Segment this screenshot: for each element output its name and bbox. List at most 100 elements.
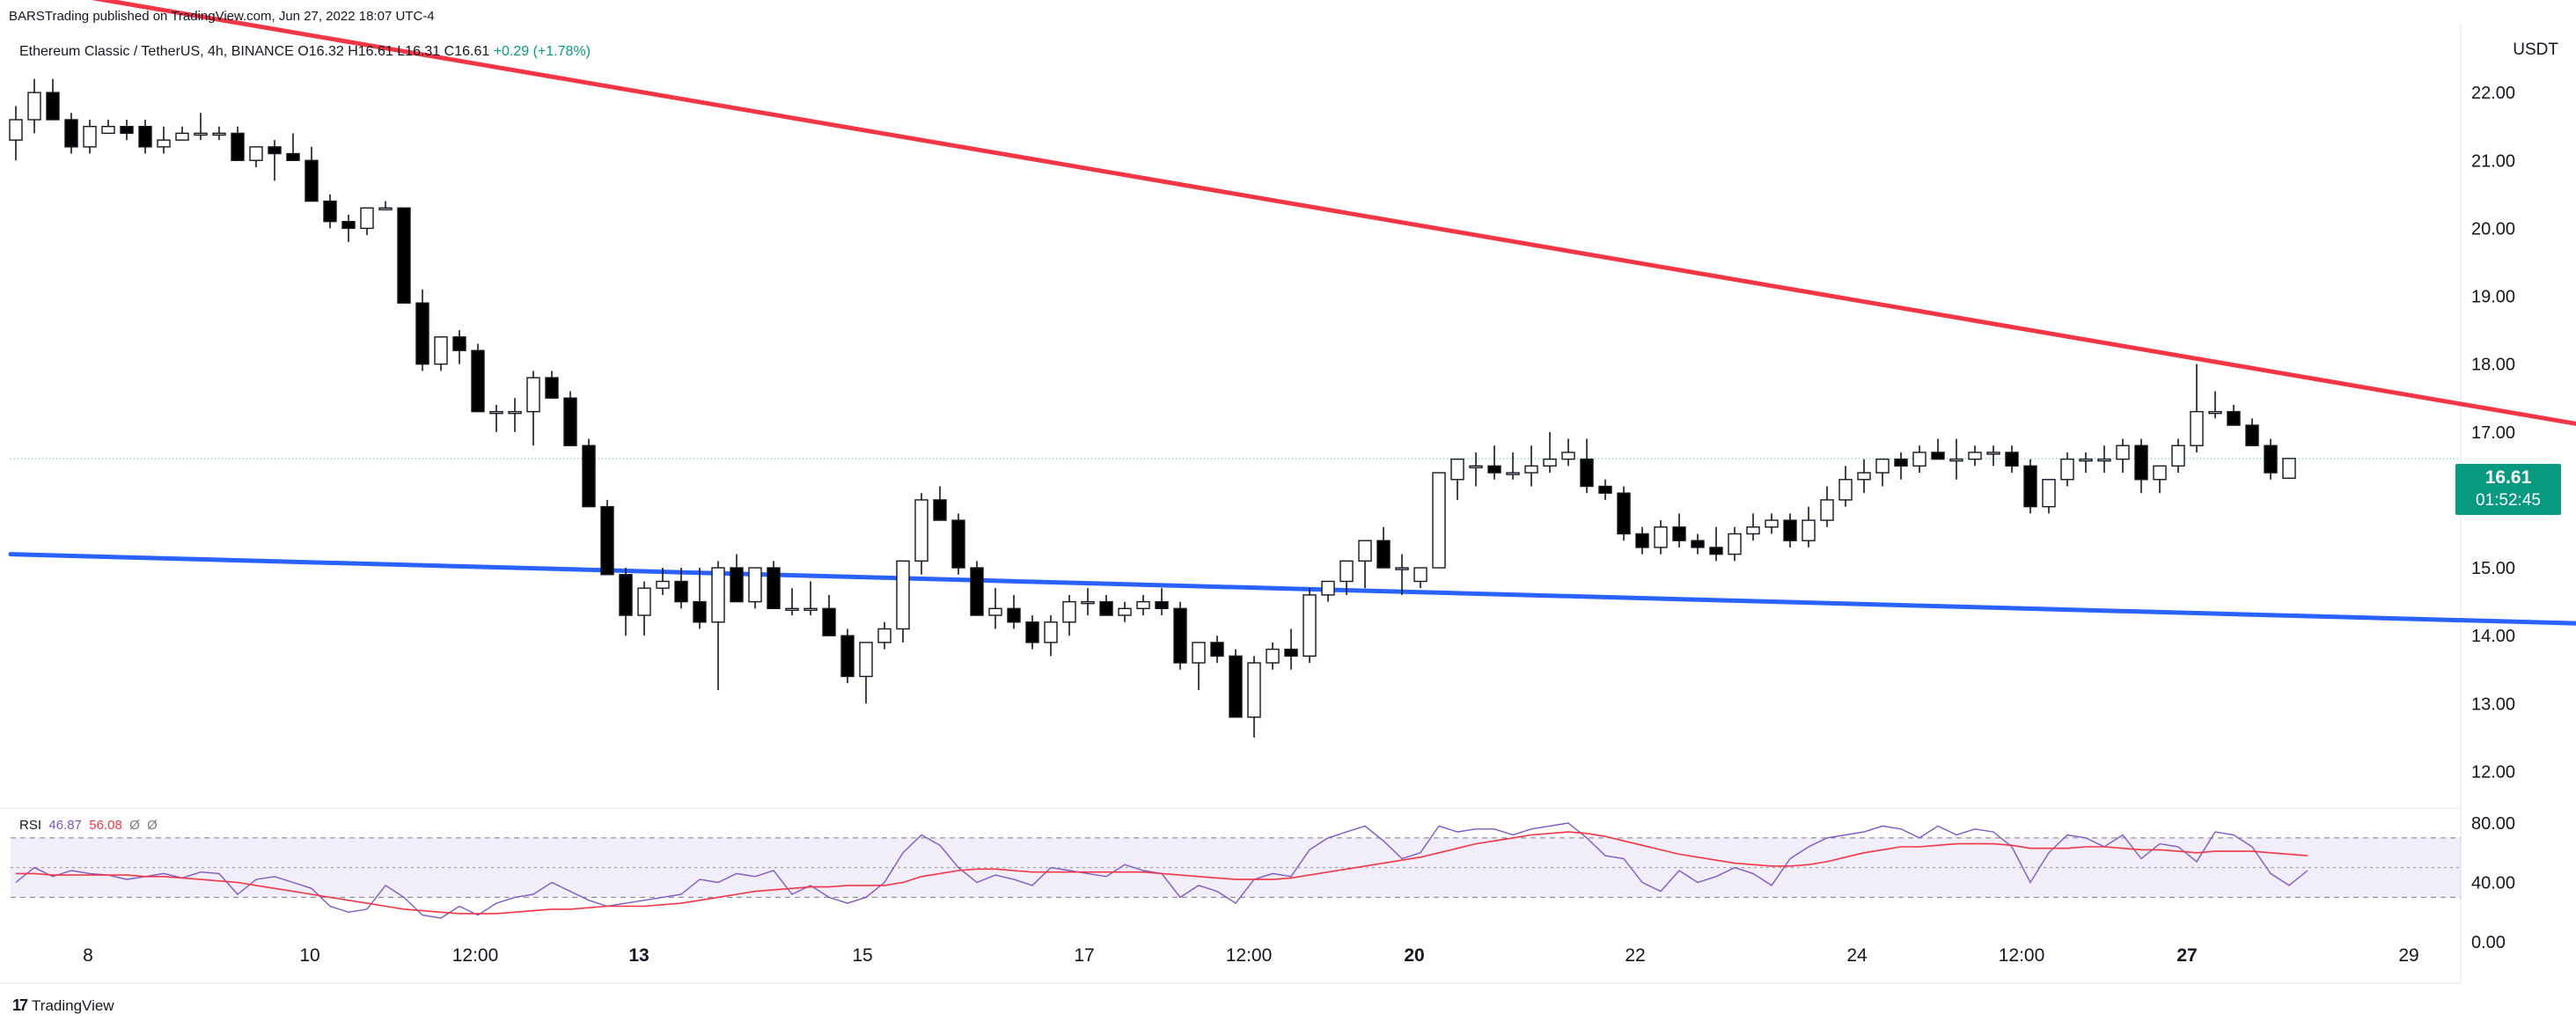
last-price: 16.61 <box>2484 467 2532 488</box>
bullish-candle <box>877 621 892 650</box>
bullish-candle <box>1820 486 1834 527</box>
candle-body <box>1376 540 1391 569</box>
candle-body <box>1654 526 1668 548</box>
candle-body <box>2245 424 2259 446</box>
bullish-candle <box>988 588 1002 629</box>
candle-body <box>933 499 947 521</box>
bearish-candle <box>2227 404 2241 426</box>
candle-body <box>563 397 577 446</box>
bullish-candle <box>1136 594 1150 616</box>
bar-countdown: 01:52:45 <box>2476 491 2541 510</box>
time-tick-label: 10 <box>299 945 319 966</box>
rsi-legend: RSI 46.87 56.08 Ø Ø <box>19 818 158 833</box>
candle-body <box>1192 642 1206 664</box>
candle-body <box>1783 519 1797 541</box>
candle-body <box>1062 600 1076 623</box>
bearish-candle <box>138 119 152 154</box>
candle-body <box>175 132 189 141</box>
candle-body <box>545 377 559 399</box>
time-tick-label: 8 <box>83 945 93 966</box>
candle-body <box>415 302 429 365</box>
price-tick-label: 22.00 <box>2471 84 2515 103</box>
bullish-candle <box>1339 560 1354 595</box>
candle-body <box>1561 452 1575 460</box>
bearish-candle <box>231 126 245 161</box>
rsi-plot[interactable]: 0.00 40.00 80.00 <box>11 814 2515 952</box>
bullish-candle <box>656 568 670 595</box>
time-tick-label: 27 <box>2176 945 2197 966</box>
candle-body <box>1894 458 1908 467</box>
bullish-candle <box>1949 438 1963 480</box>
bullish-candle <box>1413 567 1427 589</box>
last-price-tag: 16.61 01:52:45 <box>2455 464 2561 515</box>
price-tick-label: 19.00 <box>2471 288 2515 307</box>
candle-body <box>896 560 910 630</box>
candle-plot[interactable] <box>8 0 2576 738</box>
candle-body <box>471 349 485 413</box>
bearish-candle <box>1007 594 1021 629</box>
resistance-trendline <box>91 0 2576 426</box>
candle-body <box>1524 465 1538 474</box>
candle-body <box>1487 465 1501 474</box>
bullish-candle <box>1802 506 1816 548</box>
bearish-candle <box>2134 438 2148 494</box>
price-tick-label: 12.00 <box>2471 762 2515 782</box>
bearish-candle <box>1783 513 1797 548</box>
bullish-candle <box>914 493 928 575</box>
bullish-candle <box>2282 458 2296 480</box>
bullish-candle <box>1912 445 1926 474</box>
bullish-candle <box>1247 656 1261 738</box>
candle-body <box>231 132 245 161</box>
bullish-candle <box>360 207 374 236</box>
bullish-candle <box>27 78 41 134</box>
bullish-candle <box>157 126 171 154</box>
candle-body <box>1635 533 1649 548</box>
bearish-candle <box>305 146 319 202</box>
tradingview-logo[interactable]: 17 TradingView <box>12 996 114 1015</box>
candle-body <box>2042 479 2056 508</box>
bullish-candle <box>508 398 522 432</box>
bearish-candle <box>822 594 836 636</box>
rsi-label: RSI <box>19 818 42 833</box>
time-tick-label: 12:00 <box>452 945 499 966</box>
bearish-candle <box>1709 526 1723 562</box>
bearish-candle <box>1487 445 1501 480</box>
candle-body <box>286 152 300 161</box>
candle-body <box>2005 452 2019 467</box>
candle-body <box>1081 600 1095 605</box>
bullish-candle <box>1321 580 1335 602</box>
bullish-candle <box>1875 458 1890 487</box>
price-tick-label: 20.00 <box>2471 219 2515 239</box>
bearish-candle <box>840 628 855 684</box>
candle-body <box>1136 600 1150 610</box>
bullish-candle <box>2116 438 2130 474</box>
bullish-candle <box>1728 526 1742 562</box>
bullish-candle <box>1118 601 1132 622</box>
bearish-candle <box>286 133 300 161</box>
candle-body <box>730 567 744 603</box>
candle-body <box>1099 600 1113 616</box>
rsi-tick-label: 0.00 <box>2471 933 2506 952</box>
candle-body <box>27 92 41 121</box>
candle-body <box>785 607 799 612</box>
bullish-candle <box>1506 452 1520 480</box>
bullish-candle <box>9 106 23 161</box>
bearish-candle <box>1284 628 1298 670</box>
candle-body <box>877 628 892 643</box>
candle-body <box>1765 519 1779 528</box>
bullish-candle <box>1266 642 1280 670</box>
candle-body <box>452 336 466 351</box>
time-tick-label: 29 <box>2398 945 2418 966</box>
candle-body <box>1728 533 1742 555</box>
candle-body <box>1598 485 1612 494</box>
candle-body <box>1173 607 1187 664</box>
bullish-candle <box>175 126 189 141</box>
bullish-candle <box>1044 615 1058 657</box>
candle-body <box>249 146 263 161</box>
candle-body <box>1266 648 1280 664</box>
candle-body <box>1007 607 1021 623</box>
candle-body <box>1746 526 1760 535</box>
candle-body <box>1339 560 1354 583</box>
bearish-candle <box>545 371 559 399</box>
